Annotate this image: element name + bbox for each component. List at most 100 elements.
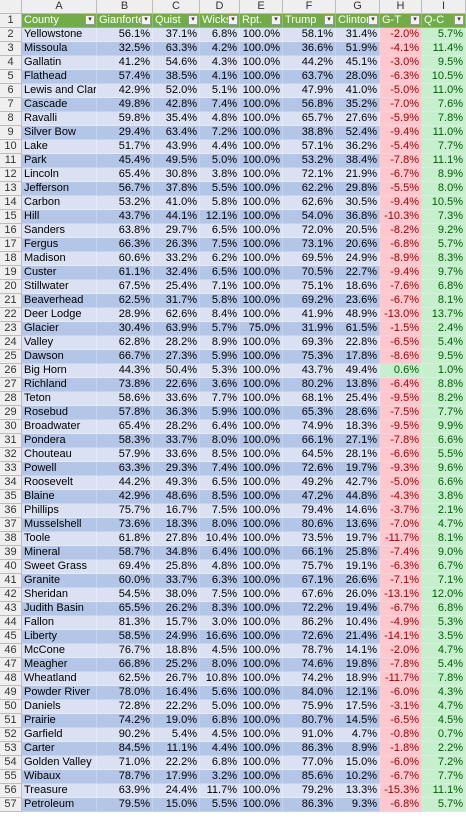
row-number[interactable]: 15 bbox=[0, 210, 22, 224]
value-cell[interactable]: 74.2% bbox=[283, 672, 336, 686]
column-letter[interactable]: G bbox=[336, 0, 380, 14]
value-cell[interactable]: 80.6% bbox=[283, 518, 336, 532]
county-cell[interactable]: Beaverhead bbox=[22, 294, 97, 308]
value-cell[interactable]: 22.2% bbox=[153, 700, 200, 714]
value-cell[interactable]: 100.0% bbox=[240, 280, 283, 294]
value-cell[interactable]: 71.0% bbox=[97, 756, 153, 770]
row-number[interactable]: 20 bbox=[0, 280, 22, 294]
value-cell[interactable]: -13.1% bbox=[380, 588, 422, 602]
row-number[interactable]: 12 bbox=[0, 168, 22, 182]
header-cell[interactable]: Rpt. ▾ bbox=[240, 14, 283, 28]
value-cell[interactable]: 16.4% bbox=[153, 686, 200, 700]
value-cell[interactable]: 100.0% bbox=[240, 672, 283, 686]
value-cell[interactable]: 100.0% bbox=[240, 140, 283, 154]
row-number[interactable]: 48 bbox=[0, 672, 22, 686]
value-cell[interactable]: -3.1% bbox=[380, 700, 422, 714]
value-cell[interactable]: 7.1% bbox=[422, 574, 466, 588]
value-cell[interactable]: 15.7% bbox=[153, 616, 200, 630]
value-cell[interactable]: 19.4% bbox=[336, 602, 380, 616]
value-cell[interactable]: 6.5% bbox=[200, 476, 240, 490]
value-cell[interactable]: 8.1% bbox=[422, 532, 466, 546]
column-letter[interactable]: F bbox=[283, 0, 336, 14]
value-cell[interactable]: 6.4% bbox=[200, 420, 240, 434]
value-cell[interactable]: 91.0% bbox=[283, 728, 336, 742]
value-cell[interactable]: 72.2% bbox=[283, 602, 336, 616]
value-cell[interactable]: 3.8% bbox=[422, 490, 466, 504]
value-cell[interactable]: 24.9% bbox=[336, 252, 380, 266]
value-cell[interactable]: 73.5% bbox=[283, 532, 336, 546]
value-cell[interactable]: 10.5% bbox=[422, 70, 466, 84]
row-number[interactable]: 21 bbox=[0, 294, 22, 308]
value-cell[interactable]: 58.7% bbox=[97, 546, 153, 560]
value-cell[interactable]: 100.0% bbox=[240, 658, 283, 672]
value-cell[interactable]: 63.3% bbox=[97, 462, 153, 476]
row-number[interactable]: 54 bbox=[0, 756, 22, 770]
value-cell[interactable]: 67.6% bbox=[283, 588, 336, 602]
value-cell[interactable]: 49.8% bbox=[97, 98, 153, 112]
value-cell[interactable]: 27.1% bbox=[336, 434, 380, 448]
row-number[interactable]: 49 bbox=[0, 686, 22, 700]
value-cell[interactable]: -6.7% bbox=[380, 168, 422, 182]
county-cell[interactable]: Treasure bbox=[22, 784, 97, 798]
value-cell[interactable]: 49.3% bbox=[153, 476, 200, 490]
value-cell[interactable]: -11.7% bbox=[380, 532, 422, 546]
value-cell[interactable]: -2.0% bbox=[380, 28, 422, 42]
value-cell[interactable]: 24.4% bbox=[153, 784, 200, 798]
value-cell[interactable]: -6.4% bbox=[380, 378, 422, 392]
value-cell[interactable]: 100.0% bbox=[240, 518, 283, 532]
county-cell[interactable]: Pondera bbox=[22, 434, 97, 448]
value-cell[interactable]: 26.7% bbox=[153, 672, 200, 686]
filter-button[interactable]: ▾ bbox=[410, 15, 420, 25]
value-cell[interactable]: 6.8% bbox=[200, 28, 240, 42]
value-cell[interactable]: 48.9% bbox=[336, 308, 380, 322]
value-cell[interactable]: 7.4% bbox=[200, 462, 240, 476]
value-cell[interactable]: 4.1% bbox=[200, 70, 240, 84]
value-cell[interactable]: 6.6% bbox=[422, 476, 466, 490]
county-cell[interactable]: Wibaux bbox=[22, 770, 97, 784]
value-cell[interactable]: -8.2% bbox=[380, 224, 422, 238]
value-cell[interactable]: 33.6% bbox=[153, 448, 200, 462]
value-cell[interactable]: 52.4% bbox=[336, 126, 380, 140]
value-cell[interactable]: 76.7% bbox=[97, 644, 153, 658]
value-cell[interactable]: 100.0% bbox=[240, 532, 283, 546]
value-cell[interactable]: 24.9% bbox=[153, 630, 200, 644]
value-cell[interactable]: 23.6% bbox=[336, 294, 380, 308]
value-cell[interactable]: 2.2% bbox=[422, 742, 466, 756]
value-cell[interactable]: 13.8% bbox=[336, 378, 380, 392]
value-cell[interactable]: -7.0% bbox=[380, 518, 422, 532]
value-cell[interactable]: 6.4% bbox=[200, 546, 240, 560]
county-cell[interactable]: Gallatin bbox=[22, 56, 97, 70]
value-cell[interactable]: 100.0% bbox=[240, 364, 283, 378]
row-number[interactable]: 13 bbox=[0, 182, 22, 196]
value-cell[interactable]: 26.0% bbox=[336, 588, 380, 602]
county-cell[interactable]: Deer Lodge bbox=[22, 308, 97, 322]
value-cell[interactable]: 5.4% bbox=[422, 336, 466, 350]
value-cell[interactable]: 21.9% bbox=[336, 168, 380, 182]
county-cell[interactable]: Fallon bbox=[22, 616, 97, 630]
value-cell[interactable]: 19.7% bbox=[336, 462, 380, 476]
value-cell[interactable]: 100.0% bbox=[240, 238, 283, 252]
value-cell[interactable]: 43.9% bbox=[153, 140, 200, 154]
row-number[interactable]: 14 bbox=[0, 196, 22, 210]
value-cell[interactable]: 74.9% bbox=[283, 420, 336, 434]
value-cell[interactable]: 86.3% bbox=[283, 742, 336, 756]
value-cell[interactable]: 5.6% bbox=[200, 686, 240, 700]
value-cell[interactable]: 47.2% bbox=[283, 490, 336, 504]
value-cell[interactable]: 11.0% bbox=[422, 126, 466, 140]
value-cell[interactable]: 100.0% bbox=[240, 560, 283, 574]
value-cell[interactable]: 100.0% bbox=[240, 462, 283, 476]
county-cell[interactable]: Petroleum bbox=[22, 798, 97, 812]
value-cell[interactable]: 75.7% bbox=[97, 504, 153, 518]
value-cell[interactable]: 25.8% bbox=[153, 560, 200, 574]
value-cell[interactable]: 35.4% bbox=[153, 112, 200, 126]
value-cell[interactable]: -5.9% bbox=[380, 112, 422, 126]
value-cell[interactable]: 7.7% bbox=[422, 140, 466, 154]
value-cell[interactable]: -1.5% bbox=[380, 322, 422, 336]
value-cell[interactable]: 28.1% bbox=[336, 448, 380, 462]
value-cell[interactable]: -8.6% bbox=[380, 350, 422, 364]
value-cell[interactable]: 6.8% bbox=[200, 756, 240, 770]
county-cell[interactable]: Granite bbox=[22, 574, 97, 588]
value-cell[interactable]: 29.3% bbox=[153, 462, 200, 476]
value-cell[interactable]: 33.6% bbox=[153, 392, 200, 406]
value-cell[interactable]: 22.6% bbox=[153, 378, 200, 392]
